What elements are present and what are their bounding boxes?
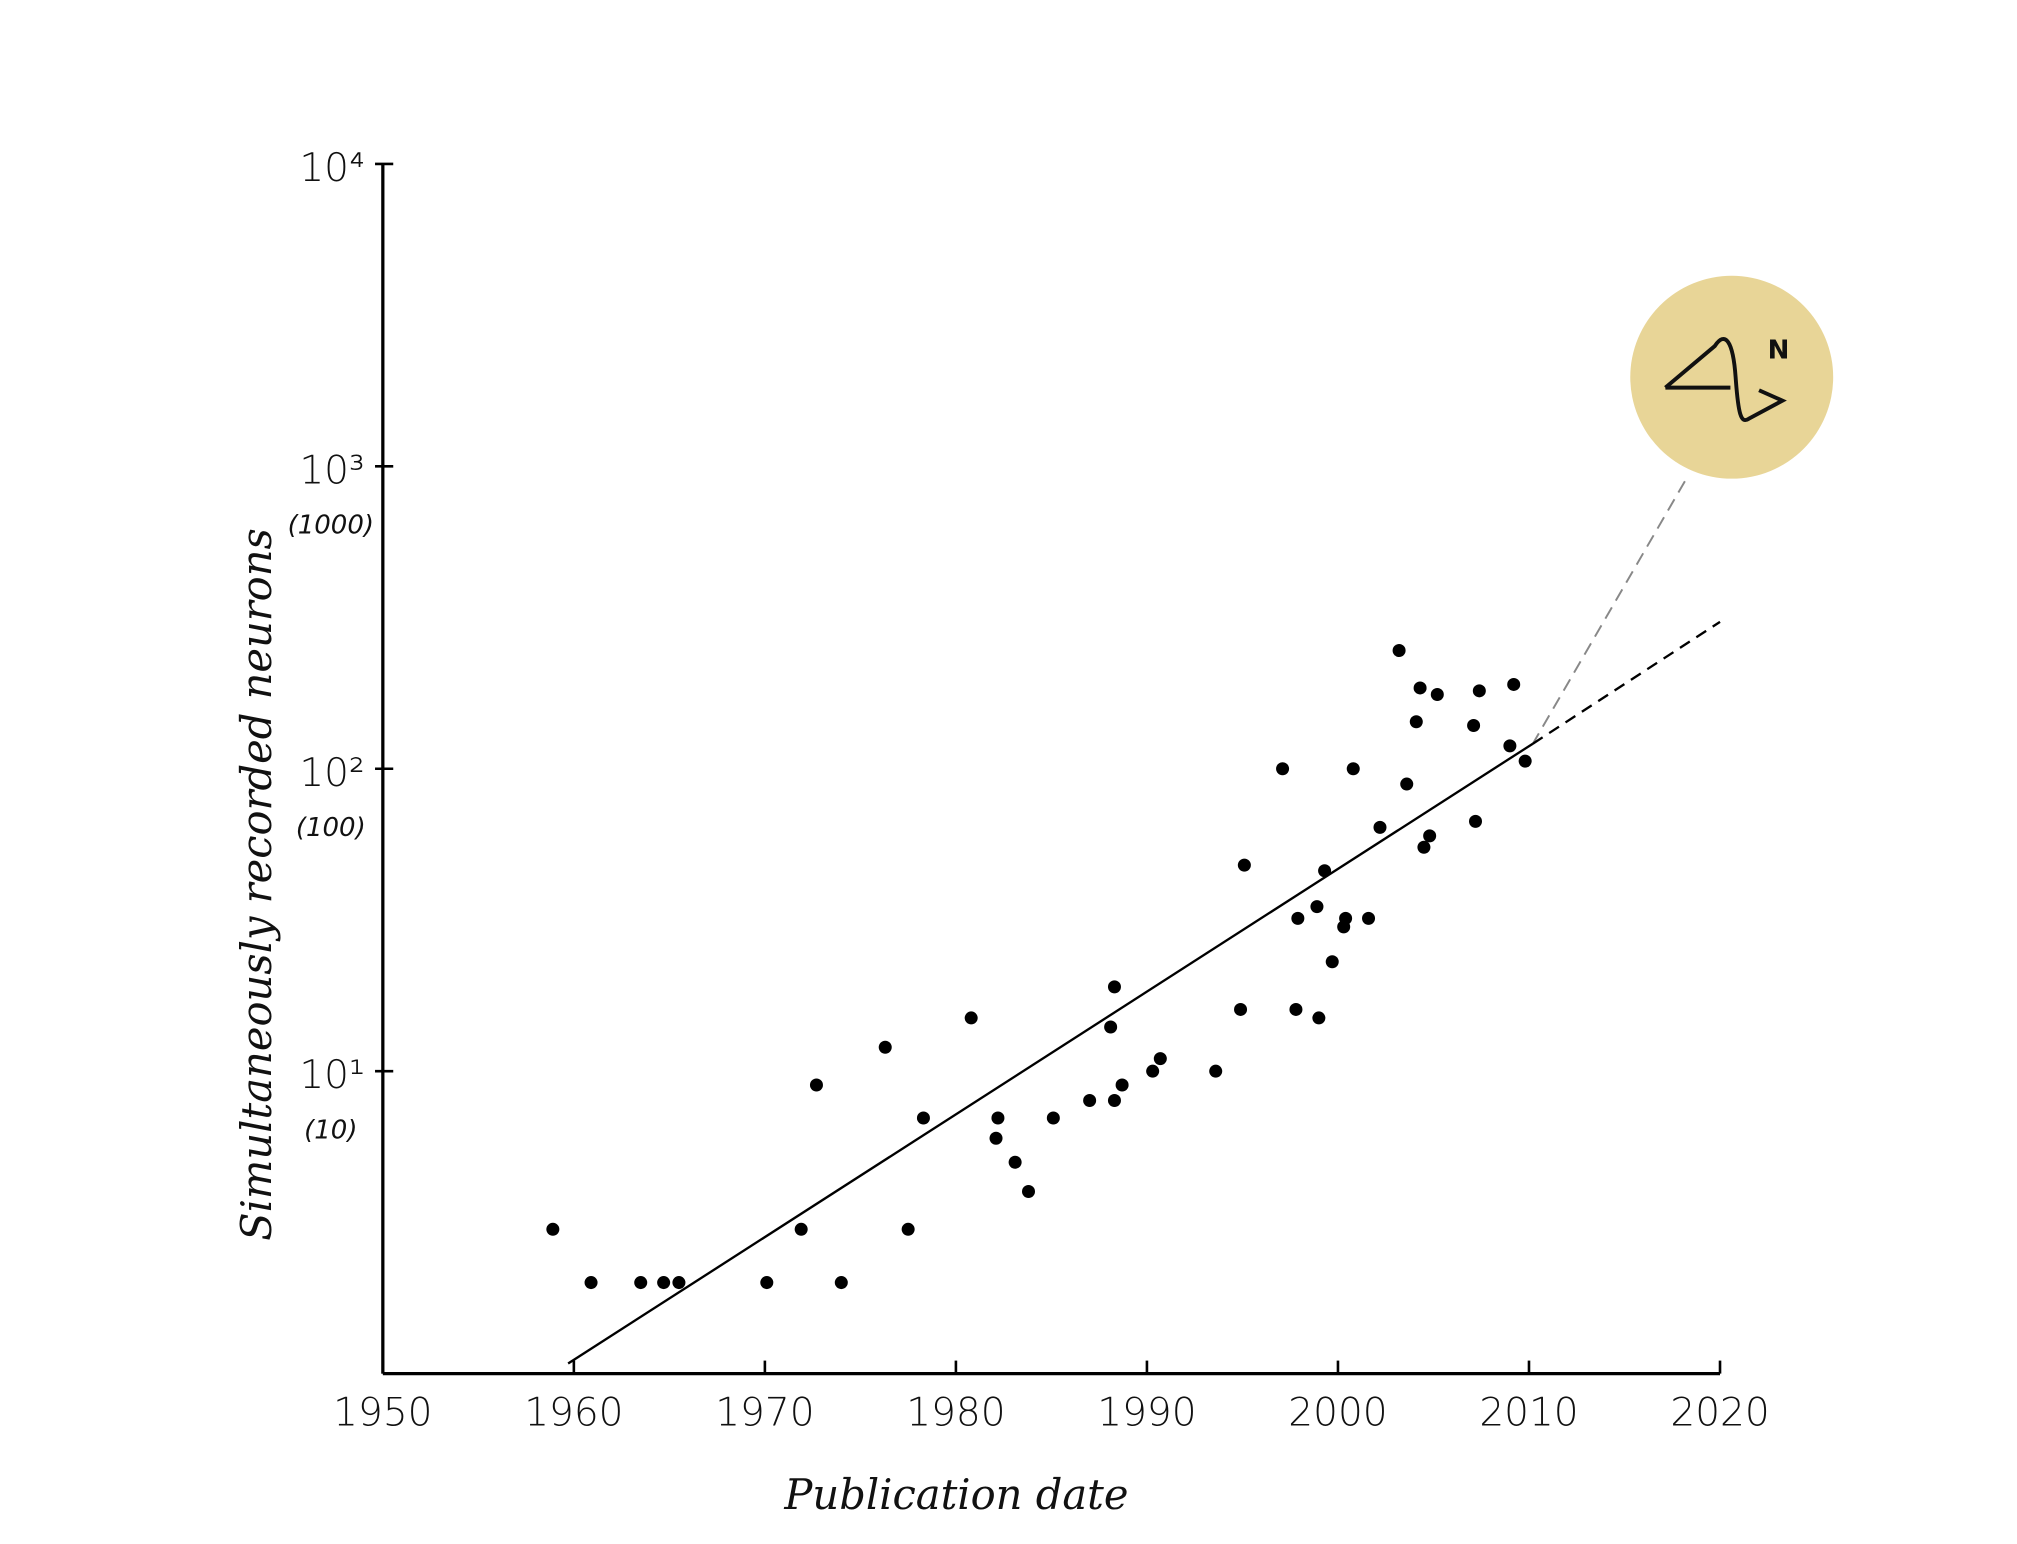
data-point [760,1276,774,1290]
logo-text: N [1768,336,1790,366]
data-point [1467,718,1481,733]
data-point [1362,911,1376,925]
data-point [1472,684,1486,698]
y-axis-title: Simultaneously recorded neurons [232,528,281,1241]
data-point [794,1222,808,1236]
x-tick-label: 2000 [1288,1391,1387,1436]
y-tick-sublabel: (100) [296,813,366,843]
data-point [1153,1052,1167,1066]
data-point [1409,715,1423,729]
logo-badge [1630,275,1834,479]
data-point [1115,1078,1129,1092]
data-point [1209,1064,1223,1078]
data-point [834,1276,848,1290]
x-tick-label: 1950 [333,1391,432,1436]
data-point [1423,829,1437,843]
data-point [1312,1011,1326,1025]
y-tick-sublabel: (1000) [288,511,374,541]
data-point [1046,1111,1060,1125]
data-point [657,1276,671,1290]
trend-line [567,742,1534,1365]
data-point [878,1040,892,1054]
data-point [1234,1002,1248,1016]
logo-pointer [1531,480,1686,745]
data-point [916,1111,930,1125]
x-axis-title: Publication date [783,1470,1128,1519]
data-point [1021,1185,1036,1199]
data-point [546,1222,560,1236]
data-point [1104,1020,1118,1034]
data-point [634,1276,648,1290]
data-point [1373,820,1387,834]
x-tick-label: 2020 [1670,1391,1769,1436]
x-tick-label: 1980 [906,1391,1005,1436]
data-point [964,1011,978,1025]
data-point [1413,681,1427,695]
data-point [1276,762,1290,776]
y-tick-label: 10³ [299,448,364,493]
data-point [1289,1002,1303,1016]
x-tick-label: 2010 [1479,1391,1578,1436]
data-point [989,1131,1003,1145]
data-point [1468,814,1483,828]
data-point [1310,900,1324,914]
data-point [1400,777,1414,791]
data-point [1146,1064,1160,1078]
data-point [1417,840,1431,854]
data-point [1325,955,1339,969]
data-point [1107,1093,1121,1107]
data-point [991,1111,1005,1125]
data-point [1507,677,1521,691]
y-tick-label: 10¹ [299,1053,364,1098]
data-point [1318,864,1332,878]
data-point [1430,687,1444,702]
data-point [1107,980,1121,994]
data-point [672,1276,686,1290]
y-tick-label: 10⁴ [299,146,364,191]
logo: N [1630,275,1834,479]
x-tick-label: 1960 [524,1391,623,1436]
data-point [1008,1155,1022,1169]
x-tick-label: 1990 [1097,1391,1196,1436]
logo-wave [1664,337,1787,422]
y-tick-label: 10² [299,751,364,796]
data-point [1237,858,1251,872]
data-point [1518,754,1532,768]
data-point [809,1078,823,1092]
y-tick-sublabel: (10) [304,1116,357,1146]
data-point [901,1222,915,1236]
data-point [1339,911,1353,925]
data-point [1291,911,1305,925]
data-point [1346,762,1360,776]
trend-extrapolation [1532,620,1721,745]
data-point [1392,644,1406,658]
x-tick-label: 1970 [715,1391,814,1436]
data-point [584,1276,598,1290]
data-point [1083,1093,1097,1107]
data-point [1503,739,1517,753]
